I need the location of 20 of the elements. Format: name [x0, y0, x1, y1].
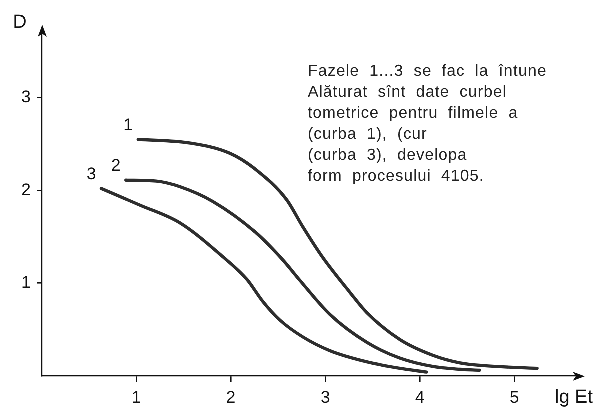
- line-series: [100, 187, 428, 374]
- annotation: (curba 1), (cur: [308, 125, 428, 145]
- x-tick-label: 3: [320, 388, 330, 407]
- y-tick-label: 2: [22, 180, 31, 200]
- annotation: tometrice pentru filmele a: [308, 104, 520, 124]
- y-axis-title: D: [13, 12, 27, 34]
- series-label: 2: [111, 156, 121, 176]
- series-label: 1: [124, 115, 134, 134]
- x-tick-label: 2: [226, 388, 236, 407]
- annotation: (curba 3), developa: [308, 146, 468, 166]
- x-tick-label: 1: [132, 388, 142, 407]
- annotation: Alăturat sînt date curbel: [308, 83, 508, 103]
- x-tick-label: 4: [415, 388, 425, 407]
- y-tick-label: 1: [22, 272, 31, 292]
- annotation: form procesului 4105.: [308, 167, 486, 187]
- x-axis-title: lg Et: [554, 387, 594, 408]
- y-tick-label: 3: [22, 88, 31, 107]
- annotation: Fazele 1...3 se fac la întune: [308, 62, 547, 82]
- x-tick-label: 5: [510, 388, 520, 407]
- series-label: 3: [86, 164, 96, 184]
